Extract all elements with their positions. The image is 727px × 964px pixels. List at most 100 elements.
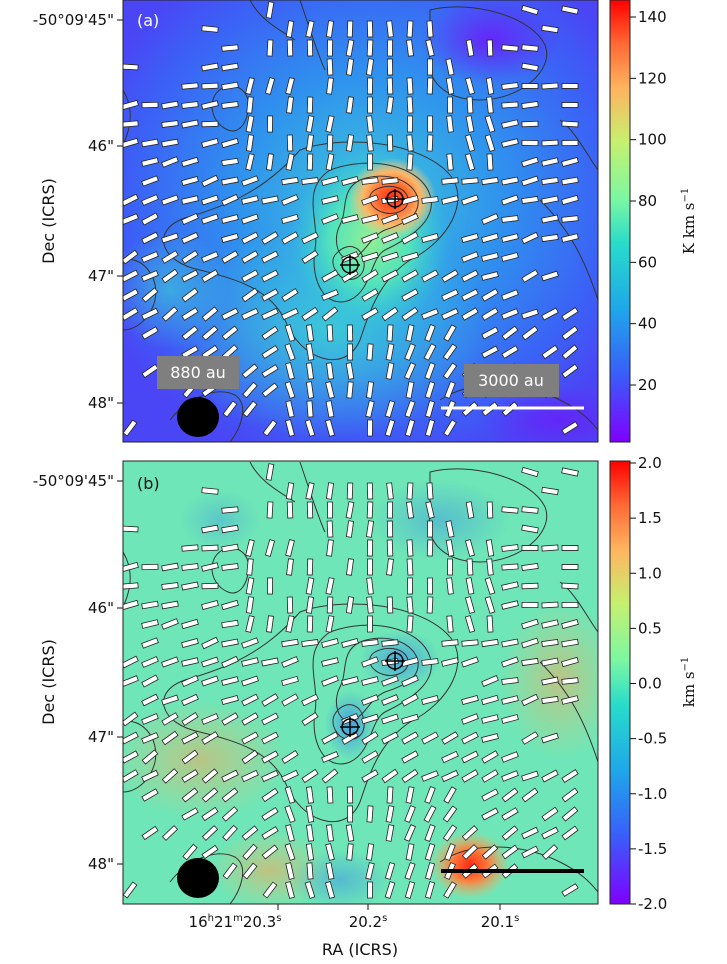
- polarization-vector: [281, 656, 299, 668]
- polarization-vector: [222, 862, 238, 880]
- polarization-vector: [541, 638, 559, 648]
- polarization-vector: [181, 674, 199, 688]
- polarization-vector: [281, 288, 299, 302]
- polarization-vector: [161, 656, 179, 668]
- polarization-vector: [521, 657, 539, 667]
- polarization-vector: [501, 581, 519, 591]
- polarization-vector: [306, 39, 314, 57]
- polarization-vector: [181, 769, 199, 783]
- polarization-vector: [406, 482, 414, 500]
- polarization-vector: [261, 769, 279, 783]
- polarization-vector: [561, 564, 579, 570]
- polarization-vector: [325, 381, 335, 399]
- polarization-vector: [281, 213, 299, 225]
- polarization-vector: [325, 400, 335, 418]
- polarization-vector: [305, 596, 315, 614]
- polarization-vector: [461, 177, 479, 185]
- polarization-vector: [285, 482, 295, 500]
- polarization-vector: [386, 539, 394, 557]
- polarization-vector: [221, 62, 239, 72]
- polarization-vector: [406, 501, 414, 519]
- polarization-vector: [441, 750, 459, 764]
- polarization-vector: [123, 675, 139, 687]
- colorbar-tick-label: 100: [638, 131, 667, 149]
- y-tick-label: 46": [88, 599, 114, 617]
- polarization-vector: [361, 307, 379, 321]
- polarization-vector: [385, 343, 395, 361]
- polarization-vector: [264, 77, 276, 95]
- polarization-vector: [161, 618, 179, 630]
- polarization-vector: [446, 577, 454, 595]
- polarization-vector: [141, 600, 159, 610]
- polarization-vector: [406, 96, 414, 114]
- polarization-vector: [561, 363, 579, 379]
- polarization-vector: [541, 157, 559, 167]
- polarization-vector: [501, 215, 519, 223]
- polarization-vector: [325, 843, 335, 861]
- polarization-vector: [221, 543, 239, 553]
- polarization-vector: [367, 419, 373, 437]
- polarization-vector: [286, 596, 294, 614]
- polarization-vector: [361, 769, 379, 783]
- polarization-vector: [221, 214, 239, 224]
- polarization-vector: [285, 20, 295, 38]
- polarization-vector: [361, 269, 379, 283]
- polarization-vector: [441, 657, 459, 667]
- beam-label-box: [157, 356, 239, 389]
- polarization-vector: [441, 769, 459, 783]
- polarization-vector: [481, 326, 499, 340]
- polarization-vector: [201, 174, 219, 188]
- polarization-vector: [381, 251, 399, 263]
- polarization-vector: [421, 770, 439, 782]
- polarization-vector: [461, 194, 479, 206]
- polarization-vector: [181, 156, 199, 168]
- polarization-vector: [201, 787, 219, 803]
- polarization-vector: [561, 215, 579, 223]
- polarization-vector: [386, 77, 394, 95]
- polarization-vector: [181, 101, 199, 109]
- polarization-vector: [446, 96, 454, 114]
- polarization-vector: [501, 825, 519, 841]
- polarization-vector: [464, 615, 476, 633]
- polarization-vector: [521, 44, 539, 52]
- polarization-vector: [484, 596, 496, 614]
- polarization-vector: [481, 714, 499, 724]
- polarization-vector: [141, 713, 159, 725]
- polarization-vector: [401, 251, 419, 263]
- polarization-vector: [241, 657, 259, 667]
- polarization-vector: [181, 269, 199, 283]
- polarization-vector: [441, 177, 459, 185]
- polarization-vector: [346, 843, 354, 861]
- polarization-vector: [484, 577, 496, 595]
- panel-a-map: 880 au 3000 au (a): [123, 0, 598, 442]
- polarization-vector: [464, 153, 476, 171]
- polarization-vector: [561, 883, 579, 897]
- polarization-vector: [242, 843, 258, 861]
- polarization-vector: [423, 343, 437, 361]
- polarization-vector: [485, 77, 495, 95]
- polarization-vector: [401, 674, 419, 688]
- polarization-vector: [501, 119, 519, 129]
- polarization-vector: [321, 195, 339, 205]
- polarization-vector: [345, 134, 355, 152]
- polarization-vector: [262, 419, 278, 437]
- polarization-vector: [421, 233, 439, 243]
- polarization-vector: [221, 712, 239, 726]
- polarization-vector: [221, 137, 239, 149]
- polarization-vector: [181, 787, 199, 803]
- polarization-vector: [443, 786, 457, 804]
- polarization-vector: [181, 82, 199, 90]
- polarization-vector: [346, 324, 354, 342]
- polarization-vector: [561, 601, 579, 609]
- polarization-vector: [485, 539, 495, 557]
- polarization-vector: [326, 520, 334, 538]
- polarization-vector: [222, 824, 238, 842]
- polarization-vector: [326, 324, 334, 342]
- polarization-vector: [245, 153, 255, 171]
- polarization-vector: [181, 712, 199, 726]
- polarization-vector: [261, 382, 279, 398]
- polarization-vector: [446, 615, 454, 633]
- polarization-vector: [261, 712, 279, 726]
- polarization-vector: [481, 271, 499, 281]
- x-tick-label: 20.1s: [481, 913, 520, 931]
